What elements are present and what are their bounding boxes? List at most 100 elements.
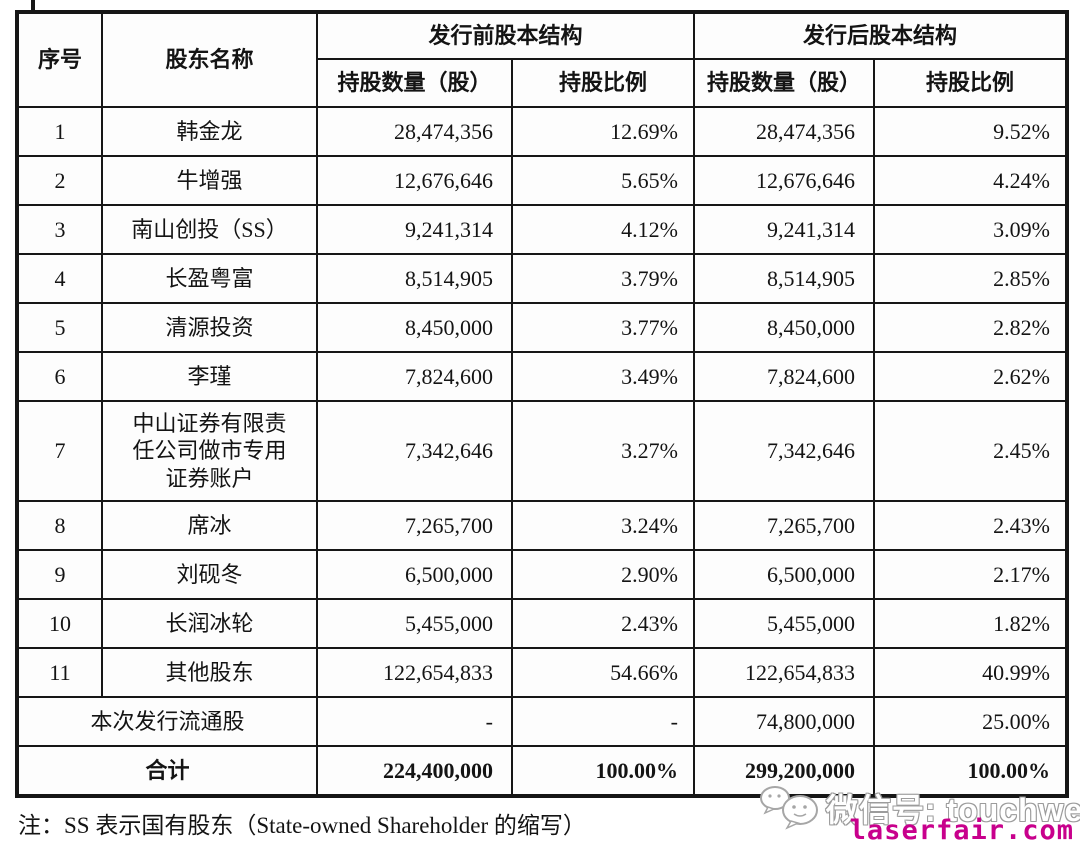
row-index-cell: 4: [16, 253, 103, 304]
post-ratio-cell: 3.09%: [873, 204, 1068, 255]
index-header: 序号: [16, 11, 103, 108]
post-ratio-total-cell: 100.00%: [873, 745, 1068, 797]
post-ratio-cell: 2.45%: [873, 400, 1068, 502]
pre-shares-cell: 7,824,600: [316, 351, 513, 402]
pre-ratio-cell: 3.27%: [511, 400, 695, 502]
pre-ratio-cell: -: [511, 696, 695, 747]
site-watermark: laserfair.com: [849, 815, 1074, 846]
post-shares-cell: 7,342,646: [693, 400, 875, 502]
pre-ratio-cell: 4.12%: [511, 204, 695, 255]
post-shares-cell: 7,824,600: [693, 351, 875, 402]
post-ratio-cell: 2.62%: [873, 351, 1068, 402]
post-shares-cell: 8,450,000: [693, 302, 875, 353]
post-shares-cell: 8,514,905: [693, 253, 875, 304]
pre-shares-cell: 122,654,833: [316, 647, 513, 698]
table-row: 5 清源投资 8,450,000 3.77% 8,450,000 2.82%: [16, 302, 1068, 353]
pre-ratio-cell: 5.65%: [511, 155, 695, 206]
row-index-cell: 5: [16, 302, 103, 353]
post-ratio-header: 持股比例: [873, 58, 1068, 108]
post-shares-cell: 28,474,356: [693, 106, 875, 157]
shareholder-name-cell: 席冰: [101, 500, 318, 551]
new-issue-row: 本次发行流通股 - - 74,800,000 25.00%: [16, 696, 1068, 747]
shareholder-name-cell: 韩金龙: [101, 106, 318, 157]
shareholder-name-cell: 其他股东: [101, 647, 318, 698]
shareholder-name-cell: 中山证券有限责 任公司做市专用 证券账户: [101, 400, 318, 502]
row-index-cell: 1: [16, 106, 103, 157]
table-row: 6 李瑾 7,824,600 3.49% 7,824,600 2.62%: [16, 351, 1068, 402]
pre-shares-cell: -: [316, 696, 513, 747]
row-index-cell: 10: [16, 598, 103, 649]
shareholder-name-cell: 长润冰轮: [101, 598, 318, 649]
post-ratio-cell: 1.82%: [873, 598, 1068, 649]
table-row: 11 其他股东 122,654,833 54.66% 122,654,833 4…: [16, 647, 1068, 698]
row-index-cell: 11: [16, 647, 103, 698]
pre-shares-cell: 28,474,356: [316, 106, 513, 157]
shareholder-name-cell: 南山创投（SS）: [101, 204, 318, 255]
post-issue-group-header: 发行后股本结构: [693, 11, 1068, 60]
pre-shares-cell: 5,455,000: [316, 598, 513, 649]
pre-shares-cell: 12,676,646: [316, 155, 513, 206]
row-index-cell: 2: [16, 155, 103, 206]
pre-ratio-cell: 2.43%: [511, 598, 695, 649]
post-shares-cell: 7,265,700: [693, 500, 875, 551]
footnote: 注：SS 表示国有股东（State-owned Shareholder 的缩写）: [18, 813, 586, 838]
new-issue-label-cell: 本次发行流通股: [16, 696, 318, 747]
post-shares-cell: 122,654,833: [693, 647, 875, 698]
post-shares-cell: 5,455,000: [693, 598, 875, 649]
pre-ratio-cell: 3.49%: [511, 351, 695, 402]
pre-ratio-total-cell: 100.00%: [511, 745, 695, 797]
shareholder-name-cell: 李瑾: [101, 351, 318, 402]
post-shares-cell: 9,241,314: [693, 204, 875, 255]
pre-ratio-cell: 3.77%: [511, 302, 695, 353]
post-ratio-cell: 40.99%: [873, 647, 1068, 698]
post-shares-total-cell: 299,200,000: [693, 745, 875, 797]
table-row: 9 刘砚冬 6,500,000 2.90% 6,500,000 2.17%: [16, 549, 1068, 600]
post-ratio-cell: 4.24%: [873, 155, 1068, 206]
header-row-groups: 序号 股东名称 发行前股本结构 发行后股本结构: [16, 11, 1068, 108]
total-row: 合计 224,400,000 100.00% 299,200,000 100.0…: [16, 745, 1068, 797]
pre-ratio-cell: 3.24%: [511, 500, 695, 551]
pre-ratio-cell: 3.79%: [511, 253, 695, 304]
post-shares-cell: 12,676,646: [693, 155, 875, 206]
post-ratio-cell: 9.52%: [873, 106, 1068, 157]
post-shares-cell: 74,800,000: [693, 696, 875, 747]
table-row: 2 牛增强 12,676,646 5.65% 12,676,646 4.24%: [16, 155, 1068, 206]
shareholder-name-cell: 刘砚冬: [101, 549, 318, 600]
row-index-cell: 8: [16, 500, 103, 551]
pre-shares-cell: 7,265,700: [316, 500, 513, 551]
row-index-cell: 9: [16, 549, 103, 600]
shareholding-table: 序号 股东名称 发行前股本结构 发行后股本结构 持股数量（股） 持股比例 持股数…: [15, 10, 1069, 798]
pre-shares-cell: 6,500,000: [316, 549, 513, 600]
post-shares-header: 持股数量（股）: [693, 58, 875, 108]
post-ratio-cell: 2.17%: [873, 549, 1068, 600]
pre-shares-total-cell: 224,400,000: [316, 745, 513, 797]
pre-ratio-cell: 54.66%: [511, 647, 695, 698]
table-row: 8 席冰 7,265,700 3.24% 7,265,700 2.43%: [16, 500, 1068, 551]
row-index-cell: 6: [16, 351, 103, 402]
shareholder-name-cell: 长盈粤富: [101, 253, 318, 304]
table-row: 7 中山证券有限责 任公司做市专用 证券账户 7,342,646 3.27% 7…: [16, 400, 1068, 502]
header-row-columns: 持股数量（股） 持股比例 持股数量（股） 持股比例: [17, 58, 1068, 108]
scan-artifact-tick: [31, 0, 35, 12]
pre-ratio-header: 持股比例: [511, 58, 695, 108]
table-row: 10 长润冰轮 5,455,000 2.43% 5,455,000 1.82%: [16, 598, 1068, 649]
shareholder-name-header: 股东名称: [101, 11, 318, 108]
pre-shares-cell: 7,342,646: [316, 400, 513, 502]
table-row: 1 韩金龙 28,474,356 12.69% 28,474,356 9.52%: [16, 106, 1068, 157]
post-shares-cell: 6,500,000: [693, 549, 875, 600]
total-label-cell: 合计: [16, 745, 318, 797]
pre-issue-group-header: 发行前股本结构: [316, 11, 695, 60]
row-index-cell: 3: [16, 204, 103, 255]
pre-shares-cell: 9,241,314: [316, 204, 513, 255]
post-ratio-cell: 2.85%: [873, 253, 1068, 304]
post-ratio-cell: 25.00%: [873, 696, 1068, 747]
table-row: 3 南山创投（SS） 9,241,314 4.12% 9,241,314 3.0…: [16, 204, 1068, 255]
pre-shares-cell: 8,514,905: [316, 253, 513, 304]
post-ratio-cell: 2.82%: [873, 302, 1068, 353]
pre-shares-header: 持股数量（股）: [316, 58, 513, 108]
pre-shares-cell: 8,450,000: [316, 302, 513, 353]
row-index-cell: 7: [16, 400, 103, 502]
pre-ratio-cell: 2.90%: [511, 549, 695, 600]
shareholder-name-cell: 牛增强: [101, 155, 318, 206]
table-row: 4 长盈粤富 8,514,905 3.79% 8,514,905 2.85%: [16, 253, 1068, 304]
